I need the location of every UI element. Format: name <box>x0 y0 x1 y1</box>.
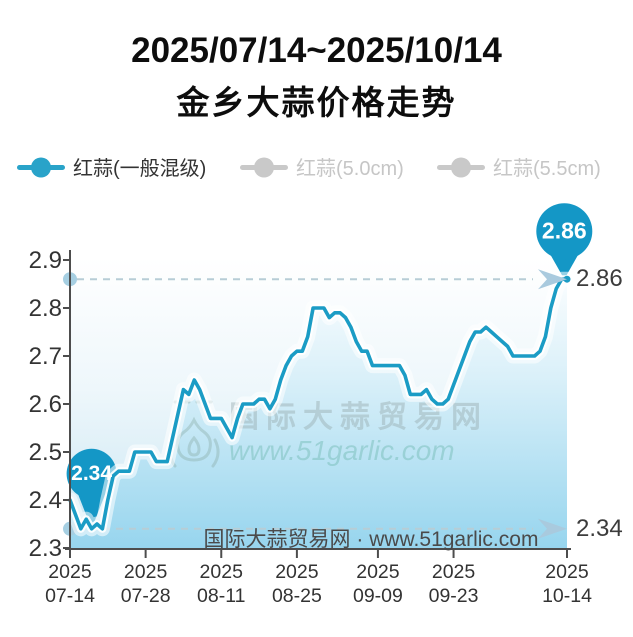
legend-item-1[interactable]: 红蒜(一般混级) <box>17 152 206 181</box>
min-value-axis-label: 2.34 <box>576 514 623 542</box>
legend-line-marker-icon <box>437 157 485 177</box>
max-value-axis-label: 2.86 <box>576 265 623 293</box>
guide-arrow-icon <box>538 269 567 290</box>
page-title: 金乡大蒜价格走势 <box>176 84 457 121</box>
x-axis-label: 2025 07-14 <box>45 561 95 607</box>
max-balloon <box>536 203 593 260</box>
x-axis-label: 2025 09-23 <box>428 561 479 607</box>
legend-item-label: 红蒜(5.0cm) <box>296 158 404 180</box>
legend: 红蒜(一般混级) 红蒜(5.0cm) 红蒜(5.5cm) <box>0 150 633 186</box>
y-axis-label: 2.7 <box>28 343 62 370</box>
legend-item-2[interactable]: 红蒜(5.0cm) <box>240 152 404 181</box>
x-axis-label: 2025 08-25 <box>271 561 322 607</box>
y-axis-label: 2.3 <box>28 535 62 562</box>
y-axis-label: 2.8 <box>28 295 62 322</box>
legend-item-label: 红蒜(一般混级) <box>73 158 207 180</box>
x-axis-label: 2025 10-14 <box>542 561 592 607</box>
legend-item-label: 红蒜(5.5cm) <box>493 158 601 180</box>
watermark-site-url: www.51garlic.com <box>229 435 455 466</box>
legend-line-marker-icon <box>240 157 288 177</box>
footer-credit: 国际大蒜贸易网 · www.51garlic.com <box>203 528 539 551</box>
min-balloon-tail <box>76 489 108 529</box>
area-fill <box>70 279 567 548</box>
y-axis-label: 2.9 <box>28 247 62 274</box>
price-line <box>68 277 569 531</box>
x-axis-label: 2025 09-09 <box>352 561 403 607</box>
min-value-balloon-label: 2.34 <box>71 461 113 485</box>
x-axis-label: 2025 07-28 <box>120 561 171 607</box>
guide-arrow-icon <box>538 518 567 539</box>
legend-item-3[interactable]: 红蒜(5.5cm) <box>437 152 601 181</box>
y-axis-label: 2.6 <box>28 391 62 418</box>
max-value-balloon-label: 2.86 <box>541 217 587 244</box>
x-axis-label: 2025 08-11 <box>197 561 246 607</box>
date-range-title: 2025/07/14~2025/10/14 <box>131 31 502 70</box>
y-axis-label: 2.5 <box>28 439 62 466</box>
legend-line-marker-icon <box>17 157 65 177</box>
y-axis-label: 2.4 <box>28 487 62 514</box>
